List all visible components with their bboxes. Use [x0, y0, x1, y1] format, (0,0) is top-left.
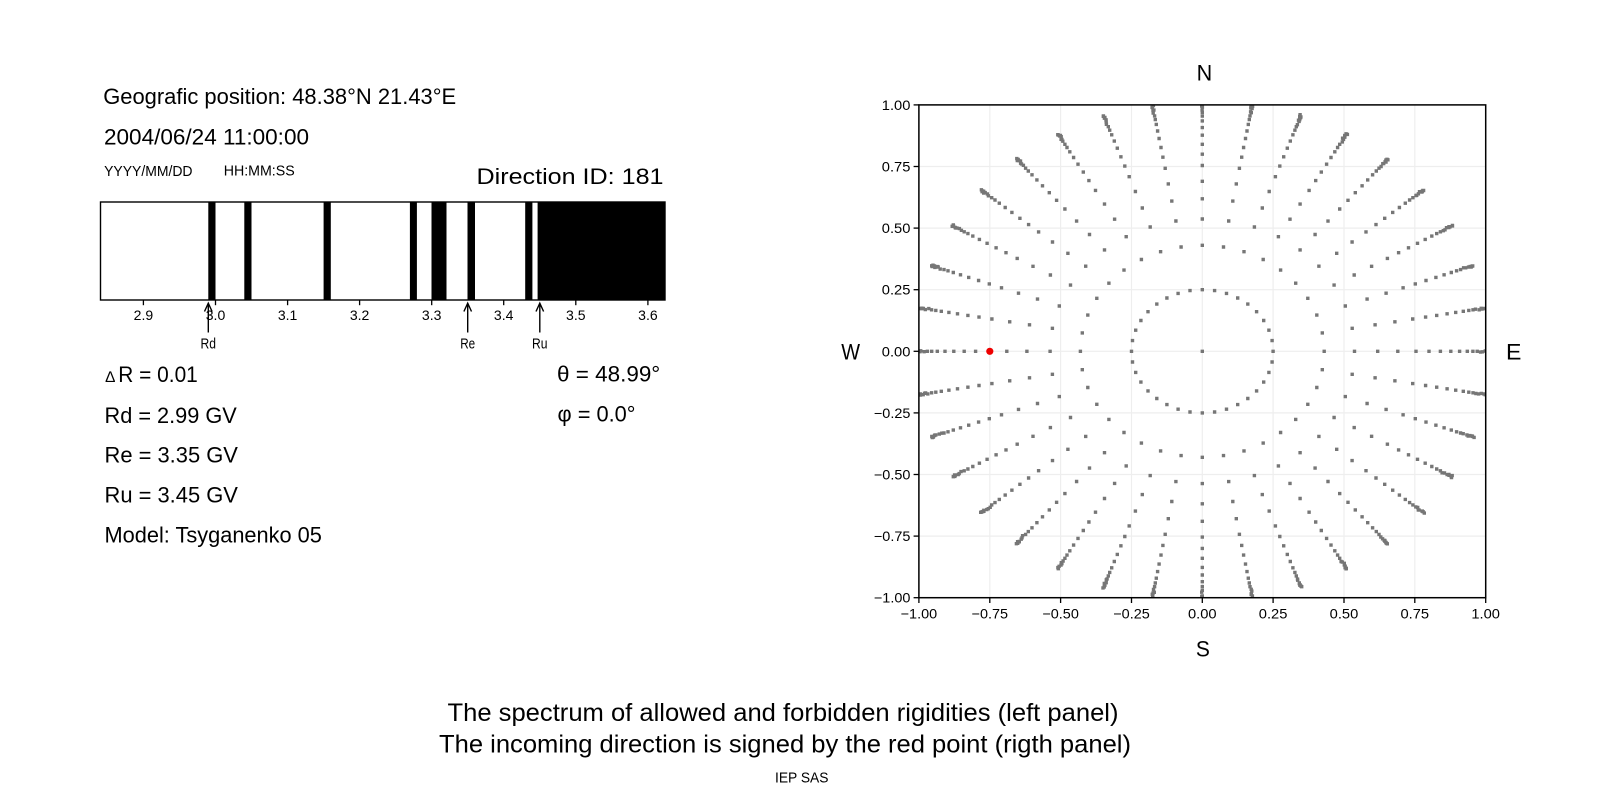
svg-text:3.0: 3.0 [206, 307, 226, 323]
svg-text:0.75: 0.75 [882, 159, 911, 175]
svg-text:θ = 48.99°: θ = 48.99° [557, 362, 660, 387]
svg-text:0.50: 0.50 [882, 220, 911, 236]
svg-text:−0.75: −0.75 [972, 606, 1009, 622]
svg-text:3.6: 3.6 [638, 307, 658, 323]
svg-text:3.3: 3.3 [422, 307, 442, 323]
svg-text:0.25: 0.25 [882, 282, 911, 298]
svg-text:E: E [1506, 340, 1521, 365]
svg-text:YYYY/MM/DD: YYYY/MM/DD [104, 163, 192, 180]
svg-text:2004/06/24 11:00:00: 2004/06/24 11:00:00 [104, 125, 309, 150]
svg-text:φ = 0.0°: φ = 0.0° [558, 402, 636, 427]
svg-text:0.00: 0.00 [1188, 606, 1217, 622]
svg-text:Rd = 2.99 GV: Rd = 2.99 GV [105, 403, 237, 428]
svg-text:W: W [841, 340, 860, 365]
svg-text:Ru = 3.45 GV: Ru = 3.45 GV [105, 482, 239, 507]
svg-text:0.75: 0.75 [1401, 606, 1430, 622]
svg-text:Rd: Rd [201, 336, 217, 353]
svg-text:3.1: 3.1 [278, 307, 298, 323]
svg-text:−1.00: −1.00 [901, 606, 938, 622]
svg-text:Re: Re [460, 336, 475, 353]
svg-text:−0.50: −0.50 [874, 467, 911, 483]
svg-text:HH:MM:SS: HH:MM:SS [224, 162, 295, 179]
svg-text:−1.00: −1.00 [874, 590, 911, 606]
svg-text:∆: ∆ [106, 369, 116, 386]
svg-text:−0.25: −0.25 [874, 405, 911, 421]
svg-text:1.00: 1.00 [1471, 606, 1500, 622]
svg-text:Direction ID: 181: Direction ID: 181 [477, 164, 664, 189]
svg-text:−0.25: −0.25 [1113, 606, 1150, 622]
svg-text:2.9: 2.9 [134, 307, 154, 323]
svg-text:S: S [1196, 637, 1210, 662]
svg-text:3.5: 3.5 [566, 307, 586, 323]
svg-text:R = 0.01: R = 0.01 [118, 362, 198, 387]
svg-text:The incoming direction is sign: The incoming direction is signed by the … [439, 731, 1131, 759]
svg-text:3.4: 3.4 [494, 307, 514, 323]
svg-text:0.25: 0.25 [1259, 606, 1288, 622]
svg-text:Geografic position: 48.38°N 21: Geografic position: 48.38°N 21.43°E [103, 84, 456, 109]
svg-text:The spectrum of allowed and fo: The spectrum of allowed and forbidden ri… [448, 699, 1119, 727]
svg-text:Re = 3.35 GV: Re = 3.35 GV [105, 443, 239, 468]
svg-text:Ru: Ru [532, 336, 548, 353]
svg-text:0.50: 0.50 [1330, 606, 1359, 622]
svg-text:N: N [1197, 61, 1213, 86]
svg-text:0.00: 0.00 [882, 343, 911, 359]
svg-text:IEP SAS: IEP SAS [775, 769, 829, 786]
svg-text:−0.50: −0.50 [1042, 606, 1079, 622]
svg-text:1.00: 1.00 [882, 97, 911, 113]
svg-text:−0.75: −0.75 [874, 528, 911, 544]
svg-text:3.2: 3.2 [350, 307, 370, 323]
svg-text:Model: Tsyganenko 05: Model: Tsyganenko 05 [105, 522, 322, 547]
